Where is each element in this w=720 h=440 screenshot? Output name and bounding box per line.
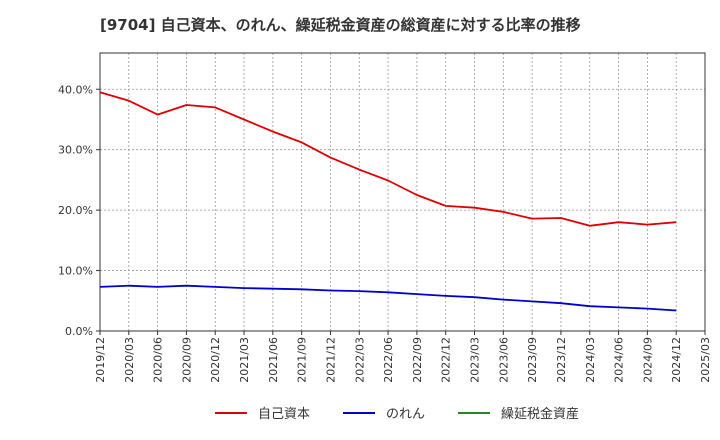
- legend-label-2: 繰延税金資産: [501, 406, 579, 422]
- x-tick-label: 2022/12: [440, 337, 453, 383]
- x-tick-label: 2025/03: [699, 337, 712, 383]
- y-axis: 0.0% 10.0% 20.0% 30.0% 40.0%: [58, 83, 100, 338]
- x-tick-label: 2023/06: [497, 337, 510, 383]
- x-tick-label: 2020/03: [123, 337, 136, 383]
- x-tick-label: 2021/06: [267, 337, 280, 383]
- x-tick-label: 2020/12: [209, 337, 222, 383]
- x-tick-label: 2020/09: [180, 337, 193, 383]
- x-tick-label: 2023/03: [469, 337, 482, 383]
- x-tick-label: 2022/03: [353, 337, 366, 383]
- legend: 自己資本 のれん 繰延税金資産: [215, 406, 579, 422]
- x-tick-label: 2024/12: [670, 337, 683, 383]
- x-tick-label: 2023/12: [555, 337, 568, 383]
- x-tick-label: 2023/09: [526, 337, 539, 383]
- grid: [100, 53, 705, 331]
- x-tick-label: 2020/06: [152, 337, 165, 383]
- x-axis: 2019/12 2020/03 2020/06 2020/09 2020/12 2021/…: [94, 331, 712, 383]
- plot-area-frame: [99, 52, 706, 332]
- x-tick-label: 2019/12: [94, 337, 107, 383]
- y-tick-label: 0.0%: [65, 325, 93, 338]
- chart-title: [9704] 自己資本、のれん、繰延税金資産の総資産に対する比率の推移: [100, 16, 581, 34]
- y-tick-label: 20.0%: [58, 204, 93, 217]
- x-tick-label: 2021/12: [324, 337, 337, 383]
- x-tick-label: 2022/09: [411, 337, 424, 383]
- legend-label-0: 自己資本: [258, 407, 310, 422]
- x-tick-label: 2021/03: [238, 337, 251, 383]
- y-tick-label: 30.0%: [58, 144, 93, 157]
- y-tick-label: 40.0%: [58, 83, 93, 96]
- y-tick-label: 10.0%: [58, 265, 93, 278]
- x-tick-label: 2024/09: [641, 337, 654, 383]
- x-tick-label: 2024/03: [584, 337, 597, 383]
- series-line-0: [99, 91, 677, 227]
- series-line-1: [99, 284, 677, 312]
- x-tick-label: 2024/06: [613, 337, 626, 383]
- series-lines: [99, 91, 677, 312]
- legend-label-1: のれん: [386, 407, 425, 422]
- x-tick-label: 2021/09: [296, 337, 309, 383]
- x-tick-label: 2022/06: [382, 337, 395, 383]
